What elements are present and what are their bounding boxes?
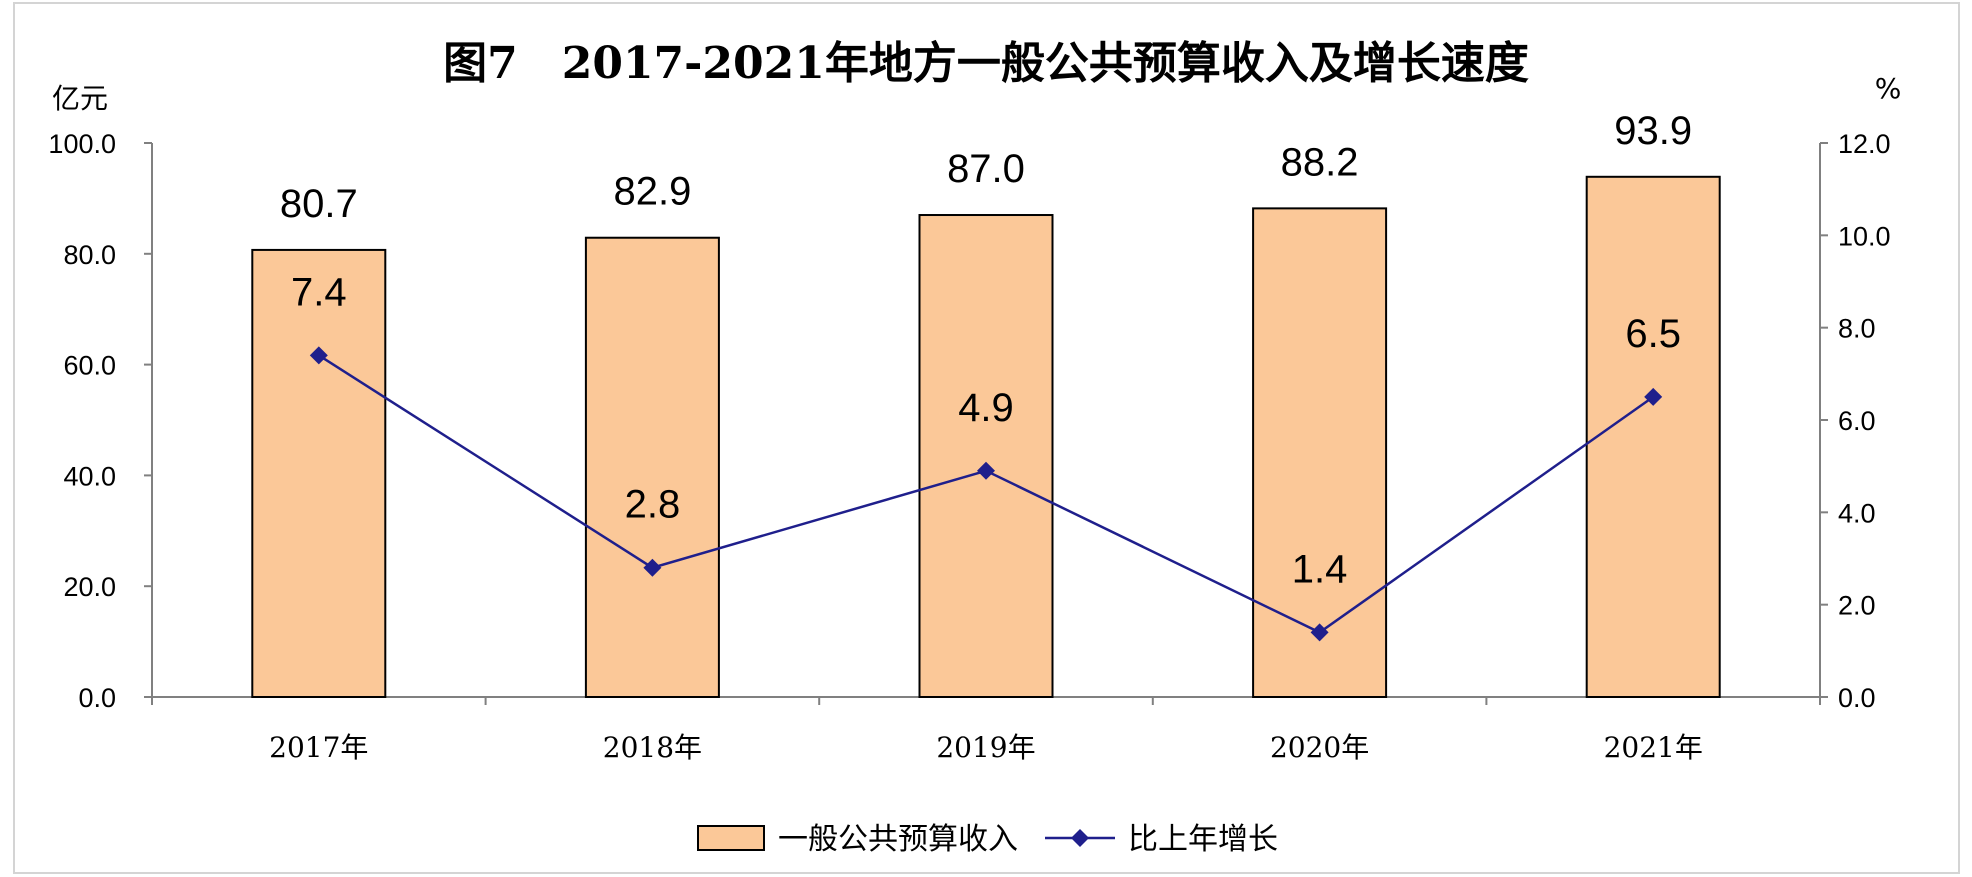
- chart-title: 图7 2017-2021年地方一般公共预算收入及增长速度: [443, 38, 1529, 89]
- left-tick-label: 60.0: [63, 351, 116, 381]
- bar-value-label: 87.0: [947, 147, 1025, 191]
- left-tick-label: 20.0: [63, 572, 116, 602]
- bars: [251, 175, 1721, 699]
- legend-bar-swatch: [697, 825, 765, 851]
- left-axis-unit: 亿元: [52, 82, 108, 115]
- bar: [584, 236, 720, 698]
- x-tick-label: 2019年: [936, 731, 1035, 764]
- growth-marker: [643, 558, 662, 577]
- legend-line-label: 比上年增长: [1128, 822, 1278, 857]
- growth-marker: [1310, 623, 1329, 642]
- line-value-label: 4.9: [958, 386, 1014, 430]
- bar-value-label: 93.9: [1614, 109, 1692, 153]
- axes: 0.0 20.0 40.0 60.0 80.0 100.0 0.0 2.0 4.0 6.0 8.0 1…: [48, 129, 1890, 764]
- right-tick-label: 6.0: [1838, 406, 1876, 436]
- bar-value-label: 82.9: [613, 170, 691, 214]
- left-tick-label: 80.0: [63, 240, 116, 270]
- left-tick-label: 0.0: [78, 683, 116, 713]
- left-tick-label: 40.0: [63, 461, 116, 491]
- x-tick-label: 2017年: [269, 731, 368, 764]
- right-tick-label: 8.0: [1838, 314, 1876, 344]
- legend-line-marker: [1071, 829, 1089, 847]
- growth-marker: [309, 346, 328, 365]
- legend: 一般公共预算收入 比上年增长: [697, 822, 1278, 857]
- right-tick-label: 10.0: [1838, 221, 1891, 251]
- x-tick-label: 2018年: [603, 731, 702, 764]
- line-value-label: 2.8: [625, 483, 681, 527]
- x-tick-label: 2020年: [1270, 731, 1369, 764]
- line-value-label: 7.4: [291, 270, 347, 314]
- growth-marker: [977, 461, 995, 480]
- bar: [1252, 207, 1388, 698]
- bar: [251, 248, 387, 698]
- legend-bar-label: 一般公共预算收入: [778, 822, 1018, 857]
- growth-marker: [1644, 387, 1663, 406]
- right-tick-label: 0.0: [1838, 683, 1876, 713]
- bar-value-label: 88.2: [1281, 140, 1359, 184]
- right-tick-label: 2.0: [1838, 591, 1876, 621]
- data-labels: 80.7 82.9 87.0 88.2 93.9 7.4 2.8 4.9 1.4 6.5: [280, 109, 1692, 592]
- bar: [1585, 175, 1721, 698]
- line-value-label: 1.4: [1292, 547, 1348, 591]
- line-series: [309, 346, 1663, 642]
- right-tick-label: 12.0: [1838, 129, 1891, 159]
- bar: [918, 214, 1054, 699]
- line-value-label: 6.5: [1625, 312, 1681, 356]
- chart-border: [13, 2, 1960, 874]
- right-tick-label: 4.0: [1838, 498, 1876, 528]
- bar-value-label: 80.7: [280, 182, 358, 226]
- x-tick-label: 2021年: [1604, 731, 1703, 764]
- right-axis-unit: %: [1875, 72, 1902, 105]
- left-tick-label: 100.0: [48, 129, 116, 159]
